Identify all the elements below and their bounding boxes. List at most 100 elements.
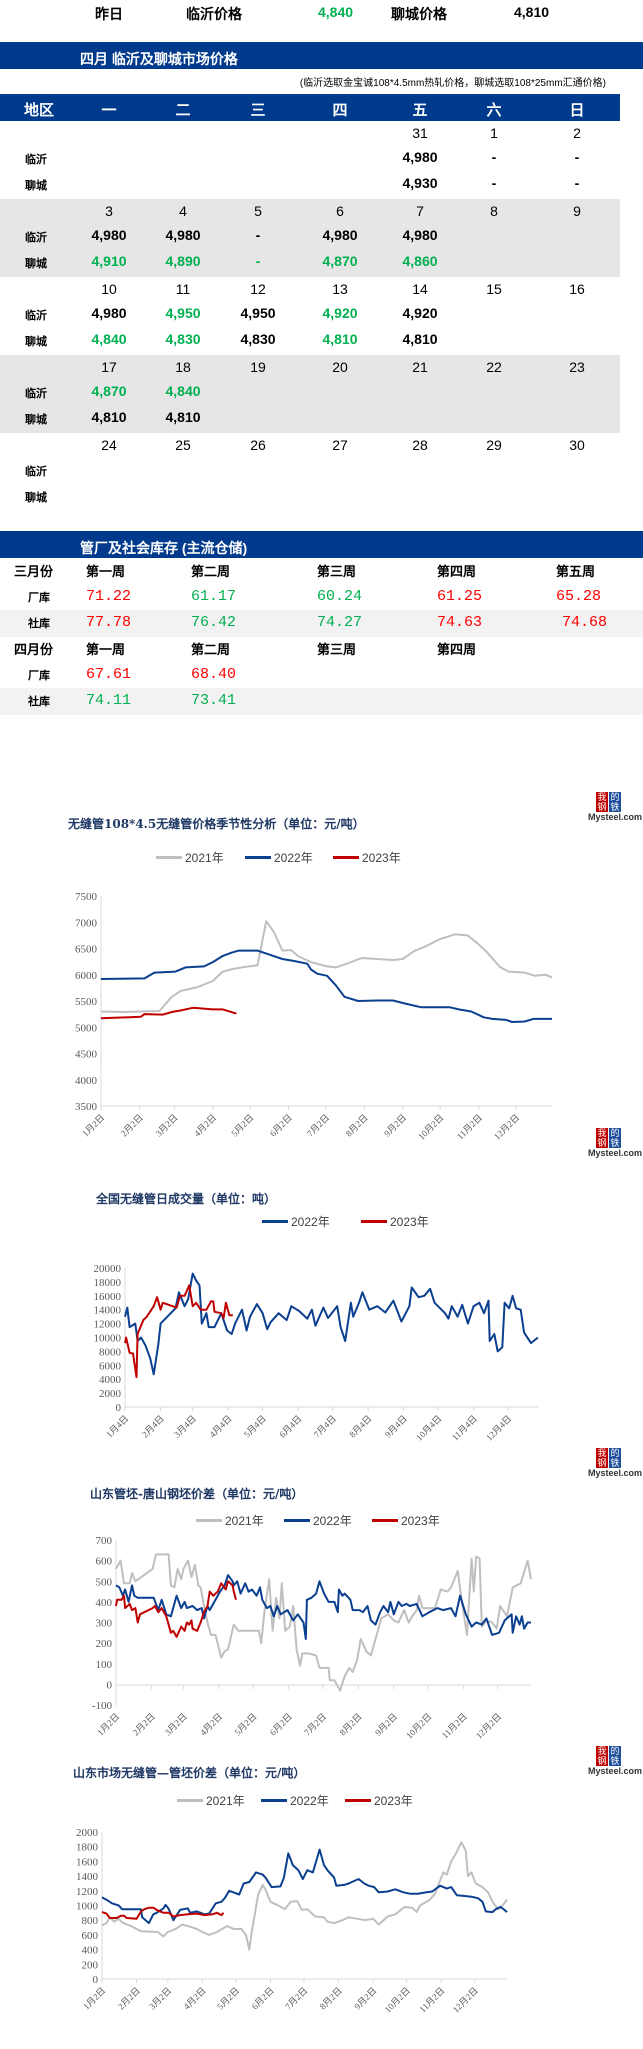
y-tick-label: 0 [107,1679,113,1691]
x-tick-label: 11月4日 [450,1413,479,1442]
inventory-value: 67.61 [86,666,132,683]
x-tick-label: 6月2日 [268,1711,294,1737]
row-label-linyi: 临沂 [25,153,47,166]
series-line-2021 [115,1553,532,1692]
x-tick-label: 5月4日 [242,1413,268,1439]
row-label-linyi: 临沂 [25,309,47,322]
price-linyi: 4,980 [402,149,438,165]
mysteel-logo: 我钢的铁 Mysteel.com [588,792,642,824]
legend-item: 2021年 [196,1512,264,1529]
day-number: 11 [175,281,191,297]
logo-char: 我 [597,1746,607,1756]
x-tick-label: 4月2日 [198,1711,224,1737]
logo-char: 铁 [610,802,620,812]
y-tick-label: 200 [96,1638,113,1650]
mysteel-logo: 我钢的铁 Mysteel.com [588,1448,642,1480]
y-tick-label: 0 [116,1402,122,1414]
day-number: 17 [101,359,117,375]
logo-char: 铁 [610,1458,620,1468]
week-header: 第三周 [317,643,357,658]
inventory-value: 60.24 [317,588,363,605]
y-tick-label: 700 [96,1535,113,1547]
inventory-value: 61.25 [437,588,483,605]
y-tick-label: 1400 [76,1871,99,1883]
x-tick-label: 1月4日 [104,1413,130,1439]
legend-label: 2021年 [225,1514,264,1528]
series-line-2022 [101,1848,508,1925]
price-liaocheng: 4,810 [91,409,127,425]
week-header: 第二周 [191,643,231,658]
row-band [0,688,643,715]
price-linyi: 4,980 [165,227,201,243]
price-liaocheng: - [255,253,261,269]
day-number: 29 [486,437,502,453]
legend-label: 2022年 [313,1514,352,1528]
series-line-2022 [100,949,552,1023]
y-tick-label: 0 [93,1974,99,1986]
month-label: 四月份 [14,643,54,658]
y-tick-label: 4000 [99,1374,122,1386]
x-tick-label: 7月2日 [305,1112,331,1138]
y-tick-label: 12000 [94,1319,122,1331]
linyi-price-value: 4,840 [318,4,354,20]
price-liaocheng: - [574,175,580,191]
legend-label: 2023年 [374,1794,413,1808]
logo-char: 的 [610,1746,620,1756]
inventory-value: 77.78 [86,614,132,631]
legend-label: 2023年 [401,1514,440,1528]
price-liaocheng: 4,810 [322,331,358,347]
inventory-title-bar: 管厂及社会库存 (主流仓储) [0,531,643,558]
inventory-value: 61.17 [191,588,237,605]
y-tick-label: 600 [96,1556,113,1568]
y-tick-label: 4000 [75,1075,98,1087]
inventory-value: 74.68 [562,614,608,631]
legend-item: 2023年 [345,1792,413,1809]
calendar-title: 四月 临沂及聊城市场价格 [80,51,238,67]
series-line-2022 [124,1272,539,1376]
x-tick-label: 1月2日 [81,1985,107,2011]
logo-mark: 的铁 [609,1746,621,1766]
inventory-value: 74.63 [437,614,483,631]
x-tick-label: 4月2日 [192,1112,218,1138]
day-number: 10 [101,281,117,297]
y-tick-label: 2000 [99,1388,122,1400]
x-tick-label: 12月2日 [492,1112,521,1141]
y-tick-label: 4500 [75,1049,98,1061]
x-tick-label: 5月2日 [229,1112,255,1138]
y-tick-label: 5000 [75,1022,98,1034]
x-tick-label: 11月2日 [455,1112,484,1141]
legend-label: 2022年 [290,1794,329,1808]
yesterday-label: 昨日 [95,6,123,22]
day-number: 8 [490,203,498,219]
logo-char: 我 [597,1128,607,1138]
price-linyi: - [574,149,580,165]
x-tick-label: 6月2日 [250,1985,276,2011]
x-tick-label: 9月4日 [383,1413,409,1439]
x-tick-label: 7月2日 [283,1985,309,2011]
legend-swatch [345,1799,371,1802]
logo-char: 铁 [610,1756,620,1766]
legend-label: 2023年 [362,851,401,865]
price-liaocheng: 4,830 [240,331,276,347]
weekday-header: 二 [175,102,191,119]
x-tick-label: 12月4日 [484,1413,513,1442]
chart-title: 无缝管108*4.5无缝管价格季节性分析（单位：元/吨） [68,817,365,831]
day-number: 4 [179,203,187,219]
day-number: 23 [569,359,585,375]
inventory-title: 管厂及社会库存 (主流仓储) [80,540,248,556]
day-number: 21 [412,359,428,375]
x-tick-label: 10月4日 [414,1413,443,1442]
logo-char: 铁 [610,1138,620,1148]
y-tick-label: 3500 [75,1101,98,1113]
legend-swatch [284,1519,310,1522]
day-number: 24 [101,437,117,453]
day-number: 15 [486,281,502,297]
y-tick-label: 800 [82,1915,99,1927]
legend-swatch [245,856,271,859]
row-label-liaocheng: 聊城 [25,413,47,426]
price-liaocheng: 4,810 [402,331,438,347]
inventory-value: 76.42 [191,614,237,631]
day-number: 2 [573,125,581,141]
inventory-row-label: 厂库 [28,591,50,604]
y-tick-label: 2000 [76,1827,99,1839]
